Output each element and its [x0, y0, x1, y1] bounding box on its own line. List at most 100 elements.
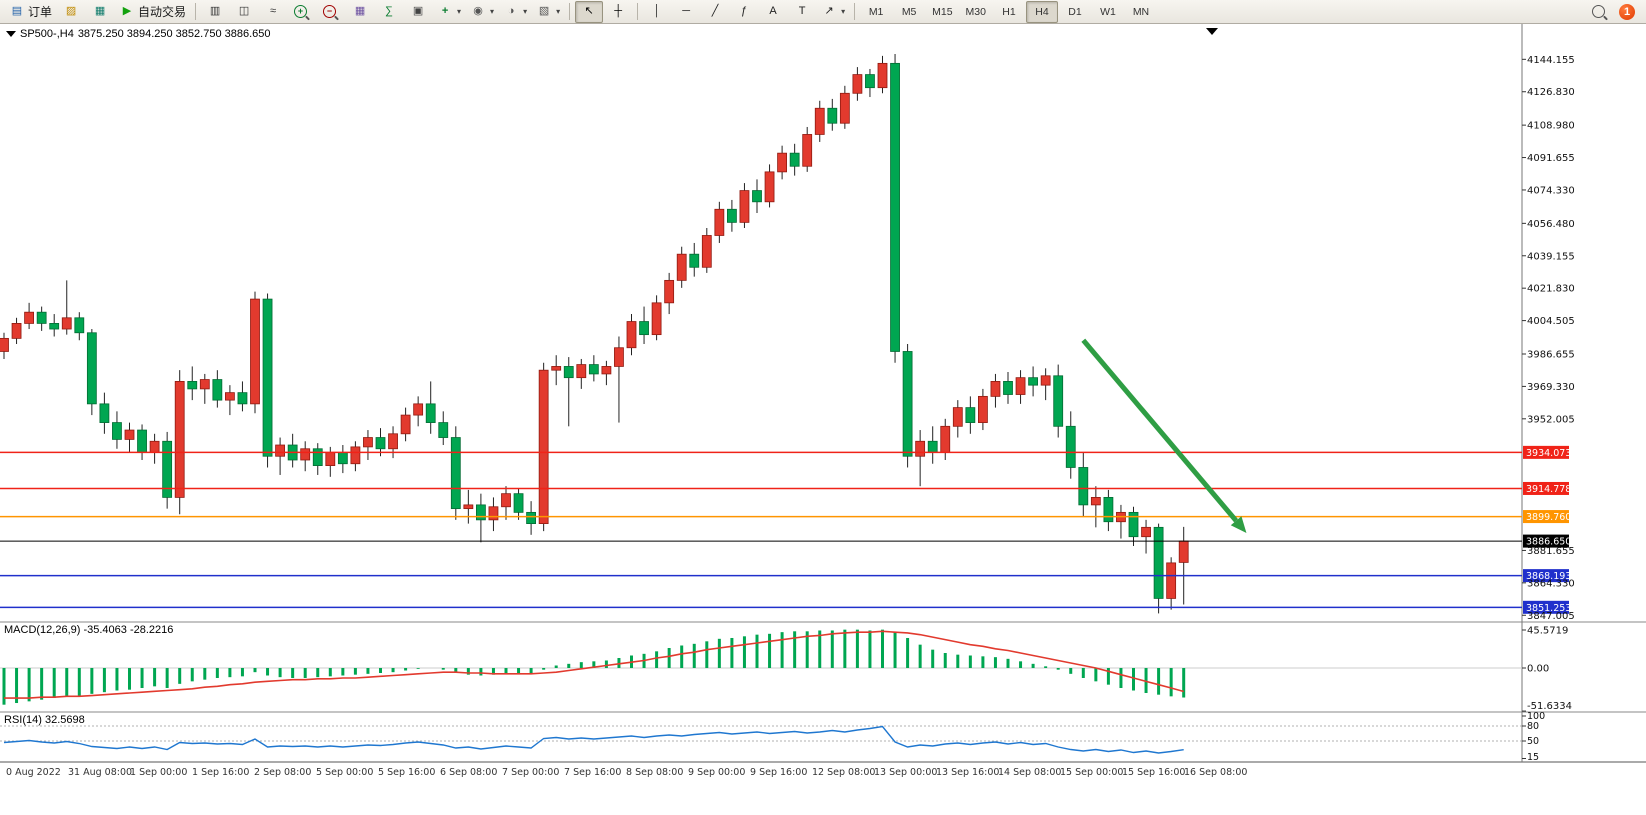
support-line-2-tag	[1523, 600, 1569, 614]
svg-text:15 Sep 16:00: 15 Sep 16:00	[1122, 767, 1185, 778]
period-button[interactable]: ◑ ▾	[499, 1, 531, 23]
svg-text:2 Sep 08:00: 2 Sep 08:00	[254, 767, 311, 778]
support-line-1-tag	[1523, 569, 1569, 583]
arrows-button[interactable]: ↗ ▾	[817, 1, 849, 23]
profiles-icon: ◉	[473, 5, 483, 17]
trend-arrow	[1081, 338, 1239, 523]
timeframe-m1-button[interactable]: M1	[868, 5, 884, 18]
svg-text:7 Sep 00:00: 7 Sep 00:00	[502, 767, 559, 778]
vline-icon: │	[653, 5, 661, 17]
zoom-in-icon: +	[294, 5, 308, 18]
period-icon: ◑	[507, 5, 515, 17]
svg-text:9 Sep 00:00: 9 Sep 00:00	[688, 767, 745, 778]
template-icon: ▧	[538, 5, 550, 17]
fibo-icon: ƒ	[741, 5, 748, 17]
candlestick-chart-button[interactable]: ◫	[230, 1, 258, 23]
svg-text:80: 80	[1527, 721, 1539, 732]
svg-text:6 Sep 08:00: 6 Sep 08:00	[440, 767, 497, 778]
text-button[interactable]: A	[759, 1, 787, 23]
svg-text:7 Sep 16:00: 7 Sep 16:00	[564, 767, 621, 778]
svg-text:15 Sep 00:00: 15 Sep 00:00	[1060, 767, 1123, 778]
tile-windows-icon: ▦	[354, 5, 366, 17]
profiles-button[interactable]: ◉ ▾	[466, 1, 498, 23]
svg-text:5 Sep 16:00: 5 Sep 16:00	[378, 767, 435, 778]
new-chart-button[interactable]: + ▾	[433, 1, 465, 23]
crosshair-icon: ┼	[614, 5, 622, 17]
tile-windows-button[interactable]: ▦	[346, 1, 374, 23]
toolbar: ▤ 订单 ▨ ▦ ▶ 自动交易 ▥ ◫ ≈ + − ▦ ∑ ▣ + ▾ ◉ ▾ ◑ ▾ ▧ ▾ ↖ ┼ │ ─ ╱ ƒ A T ↗ ▾ M1 M5…	[0, 0, 1646, 24]
resistance-line-1-tag	[1523, 445, 1569, 459]
svg-text:13 Sep 16:00: 13 Sep 16:00	[936, 767, 999, 778]
svg-text:3969.330: 3969.330	[1527, 382, 1575, 393]
arrows-icon: ↗	[824, 5, 834, 17]
new-order-button-label: 订单	[28, 5, 53, 19]
chart-shift-marker	[1206, 28, 1218, 35]
svg-text:3934.073: 3934.073	[1526, 448, 1571, 459]
svg-text:4144.155: 4144.155	[1527, 55, 1575, 66]
macd-signal-line	[4, 630, 1184, 699]
svg-text:4021.830: 4021.830	[1527, 284, 1575, 295]
chevron-down-icon: ▾	[556, 7, 561, 16]
fibonacci-button[interactable]: ƒ	[730, 1, 758, 23]
search-icon	[1592, 5, 1605, 18]
text-icon: A	[769, 5, 777, 17]
timeframe-m5-button[interactable]: M5	[901, 5, 917, 18]
svg-text:3914.778: 3914.778	[1526, 484, 1571, 495]
svg-text:3851.253: 3851.253	[1526, 603, 1571, 614]
toolbox-icon: ▨	[65, 5, 77, 17]
svg-text:4091.655: 4091.655	[1527, 153, 1575, 164]
chart-canvas[interactable]: 3934.073 3914.778 3899.760 3886.650 3868.193…	[0, 24, 1646, 815]
toolbox-button[interactable]: ▨	[57, 1, 85, 23]
timeframe-m15-button[interactable]: M15	[932, 5, 953, 18]
toolbar-separator	[195, 3, 197, 20]
zoom-out-icon: −	[323, 5, 337, 18]
svg-text:4039.155: 4039.155	[1527, 251, 1575, 262]
crosshair-button[interactable]: ┼	[604, 1, 632, 23]
timeframe-m30-button[interactable]: M30	[965, 5, 986, 18]
chevron-down-icon: ▾	[523, 7, 528, 16]
label-button[interactable]: T	[788, 1, 816, 23]
timeframe-w1-button[interactable]: W1	[1100, 5, 1116, 18]
svg-text:5 Sep 00:00: 5 Sep 00:00	[316, 767, 373, 778]
macd-histogram	[2, 629, 1186, 705]
timeframe-d1-button[interactable]: D1	[1068, 5, 1082, 18]
auto-arrange-button[interactable]: ▣	[404, 1, 432, 23]
templates-button[interactable]: ▧ ▾	[532, 1, 564, 23]
autotrading-button[interactable]: ▶ 自动交易	[115, 1, 190, 23]
market-button[interactable]: ▦	[86, 1, 114, 23]
svg-text:45.5719: 45.5719	[1527, 626, 1568, 637]
line-chart-icon: ≈	[270, 5, 277, 17]
indicators-button[interactable]: ∑	[375, 1, 403, 23]
search-button[interactable]	[1586, 1, 1614, 23]
svg-text:16 Sep 08:00: 16 Sep 08:00	[1184, 767, 1247, 778]
timeframe-h1-button[interactable]: H1	[1002, 5, 1016, 18]
resistance-line-2-tag	[1523, 481, 1569, 495]
svg-text:1 Sep 16:00: 1 Sep 16:00	[192, 767, 249, 778]
zoom-in-button[interactable]: +	[288, 1, 316, 23]
candle-chart-icon: ◫	[238, 5, 250, 17]
new-order-button[interactable]: ▤ 订单	[5, 1, 56, 23]
hline-icon: ─	[682, 5, 690, 17]
horizontal-line-button[interactable]: ─	[672, 1, 700, 23]
cursor-icon: ↖	[584, 5, 594, 17]
line-chart-button[interactable]: ≈	[259, 1, 287, 23]
zoom-out-button[interactable]: −	[317, 1, 345, 23]
timeframe-mn-button[interactable]: MN	[1132, 5, 1150, 18]
svg-text:4108.980: 4108.980	[1527, 121, 1575, 132]
chevron-down-icon: ▾	[841, 7, 846, 16]
notifications-badge[interactable]: 1	[1619, 3, 1635, 20]
svg-text:3881.655: 3881.655	[1527, 546, 1575, 557]
bar-chart-button[interactable]: ▥	[201, 1, 229, 23]
svg-text:15: 15	[1527, 752, 1539, 763]
vertical-line-button[interactable]: │	[643, 1, 671, 23]
cursor-button[interactable]: ↖	[575, 0, 604, 23]
timeframe-h4-button[interactable]: H4	[1025, 0, 1058, 23]
svg-text:13 Sep 00:00: 13 Sep 00:00	[874, 767, 937, 778]
bar-chart-icon: ▥	[209, 5, 221, 17]
chevron-down-icon: ▾	[457, 7, 462, 16]
trendline-icon: ╱	[711, 5, 719, 17]
toolbar-separator	[854, 3, 856, 20]
svg-text:9 Sep 16:00: 9 Sep 16:00	[750, 767, 807, 778]
trendline-button[interactable]: ╱	[701, 1, 729, 23]
